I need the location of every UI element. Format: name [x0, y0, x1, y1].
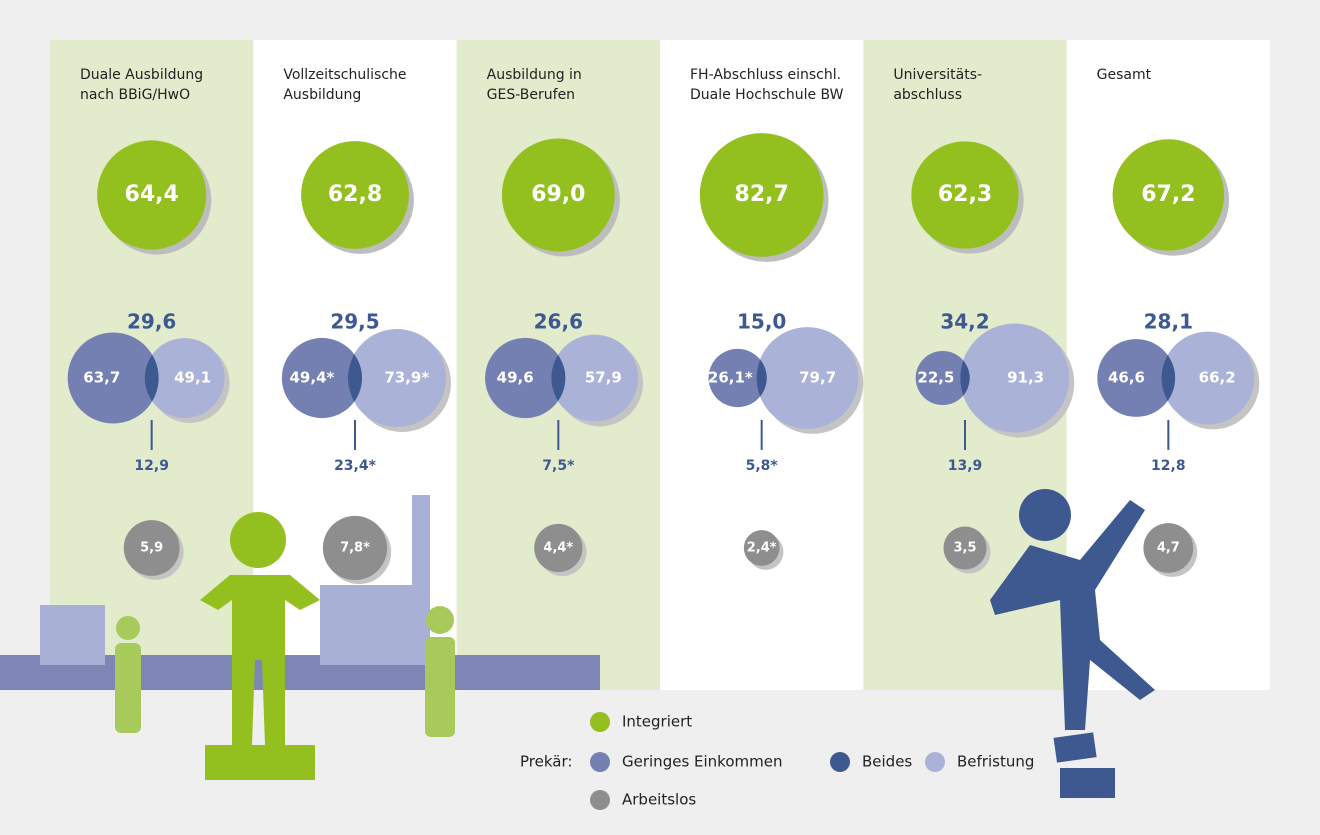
legend-swatch: [590, 790, 610, 810]
value-label: 49,6: [497, 369, 534, 387]
legend-label: Arbeitslos: [622, 791, 696, 809]
building: [40, 605, 105, 665]
value-label: 69,0: [531, 182, 585, 207]
value-label: 57,9: [585, 369, 622, 387]
category-label: Duale Hochschule BW: [690, 87, 844, 103]
legend-label: Beides: [862, 753, 912, 771]
category-label: GES-Berufen: [487, 87, 575, 103]
value-label: 5,9: [140, 541, 163, 556]
category-label: Universitäts-: [893, 67, 982, 83]
value-label: 2,4*: [747, 541, 777, 556]
figure-head: [230, 512, 286, 568]
value-label: 62,3: [938, 182, 992, 207]
person: [425, 637, 455, 737]
category-label: Ausbildung in: [487, 67, 582, 83]
value-label: 82,7: [735, 182, 789, 207]
precarious-label: 29,5: [330, 310, 379, 334]
category-label: Ausbildung: [283, 87, 361, 103]
legend-label: Befristung: [957, 753, 1034, 771]
category-label: Gesamt: [1097, 67, 1152, 83]
precarious-label: 26,6: [534, 310, 583, 334]
pedestal: [205, 745, 315, 780]
person: [115, 643, 141, 733]
legend-swatch: [590, 752, 610, 772]
legend-swatch: [830, 752, 850, 772]
factory: [320, 585, 430, 665]
category-label: abschluss: [893, 87, 962, 103]
category-label: nach BBiG/HwO: [80, 87, 190, 103]
legend-prefix: Prekär:: [520, 753, 572, 771]
value-label: 4,4*: [543, 541, 573, 556]
value-label: 67,2: [1141, 182, 1195, 207]
legend-label: Geringes Einkommen: [622, 753, 782, 771]
value-label: 22,5: [917, 369, 954, 387]
value-label: 12,8: [1151, 458, 1186, 474]
chimney: [412, 495, 430, 590]
value-label: 91,3: [1007, 369, 1044, 387]
value-label: 49,1: [174, 369, 211, 387]
value-label: 63,7: [83, 369, 120, 387]
value-label: 79,7: [799, 369, 836, 387]
value-label: 7,5*: [542, 458, 575, 474]
block: [1060, 768, 1115, 798]
legend-swatch: [590, 712, 610, 732]
value-label: 5,8*: [746, 458, 779, 474]
precarious-label: 28,1: [1144, 310, 1193, 334]
person: [116, 616, 140, 640]
value-label: 46,6: [1108, 369, 1145, 387]
category-label: Duale Ausbildung: [80, 67, 203, 83]
category-label: Vollzeitschulische: [283, 67, 406, 83]
value-label: 13,9: [948, 458, 983, 474]
value-label: 7,8*: [340, 541, 370, 556]
value-label: 49,4*: [290, 369, 335, 387]
value-label: 23,4*: [334, 458, 377, 474]
value-label: 4,7: [1157, 541, 1180, 556]
value-label: 64,4: [125, 182, 179, 207]
category-label: FH-Abschluss einschl.: [690, 67, 841, 83]
precarious-label: 29,6: [127, 310, 176, 334]
value-label: 66,2: [1199, 369, 1236, 387]
infographic: Duale Ausbildung nach BBiG/HwO 64,4 29,6 63,…: [0, 0, 1320, 835]
precarious-label: 34,2: [940, 310, 989, 334]
value-label: 12,9: [134, 458, 169, 474]
legend-label: Integriert: [622, 713, 692, 731]
value-label: 26,1*: [708, 369, 753, 387]
figure-head: [1019, 489, 1071, 541]
value-label: 3,5: [953, 541, 976, 556]
legend-swatch: [925, 752, 945, 772]
value-label: 62,8: [328, 182, 382, 207]
person: [426, 606, 454, 634]
value-label: 73,9*: [384, 369, 429, 387]
precarious-label: 15,0: [737, 310, 786, 334]
